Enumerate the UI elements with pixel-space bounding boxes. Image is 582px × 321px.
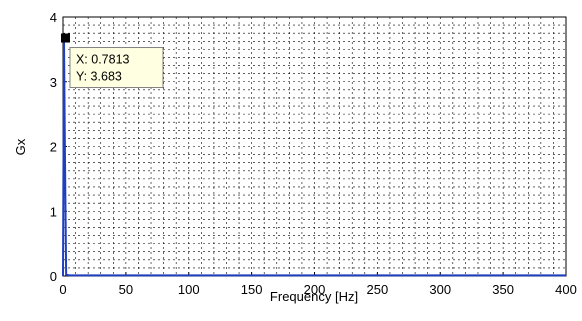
datatip-box <box>69 47 164 89</box>
datatip[interactable]: X: 0.7813 Y: 3.683 <box>60 33 164 89</box>
x-axis-label: Frequency [Hz] <box>270 289 358 304</box>
y-tick-label: 4 <box>50 10 57 25</box>
series-layer <box>62 37 566 277</box>
series-line <box>62 37 566 277</box>
x-tick-label: 350 <box>492 282 514 297</box>
y-tick-label: 0 <box>50 269 57 284</box>
x-tick-label: 200 <box>304 282 326 297</box>
x-tick-label: 50 <box>119 282 133 297</box>
x-tick-label: 300 <box>429 282 451 297</box>
y-axis-label: Gx <box>13 138 28 155</box>
y-tick-label: 1 <box>50 204 57 219</box>
datatip-x-text: X: 0.7813 <box>76 53 130 67</box>
axis-ticks: 0 50 100 150 200 250 300 350 400 0 1 2 3 4 <box>50 10 577 297</box>
x-tick-label: 150 <box>241 282 263 297</box>
y-tick-label: 2 <box>50 140 57 155</box>
x-tick-label: 400 <box>555 282 577 297</box>
x-tick-label: 0 <box>59 282 66 297</box>
x-tick-label: 250 <box>367 282 389 297</box>
x-tick-label: 100 <box>178 282 200 297</box>
y-tick-label: 3 <box>50 75 57 90</box>
datatip-marker[interactable] <box>60 33 70 43</box>
datatip-y-text: Y: 3.683 <box>76 70 122 84</box>
grid <box>63 17 566 276</box>
